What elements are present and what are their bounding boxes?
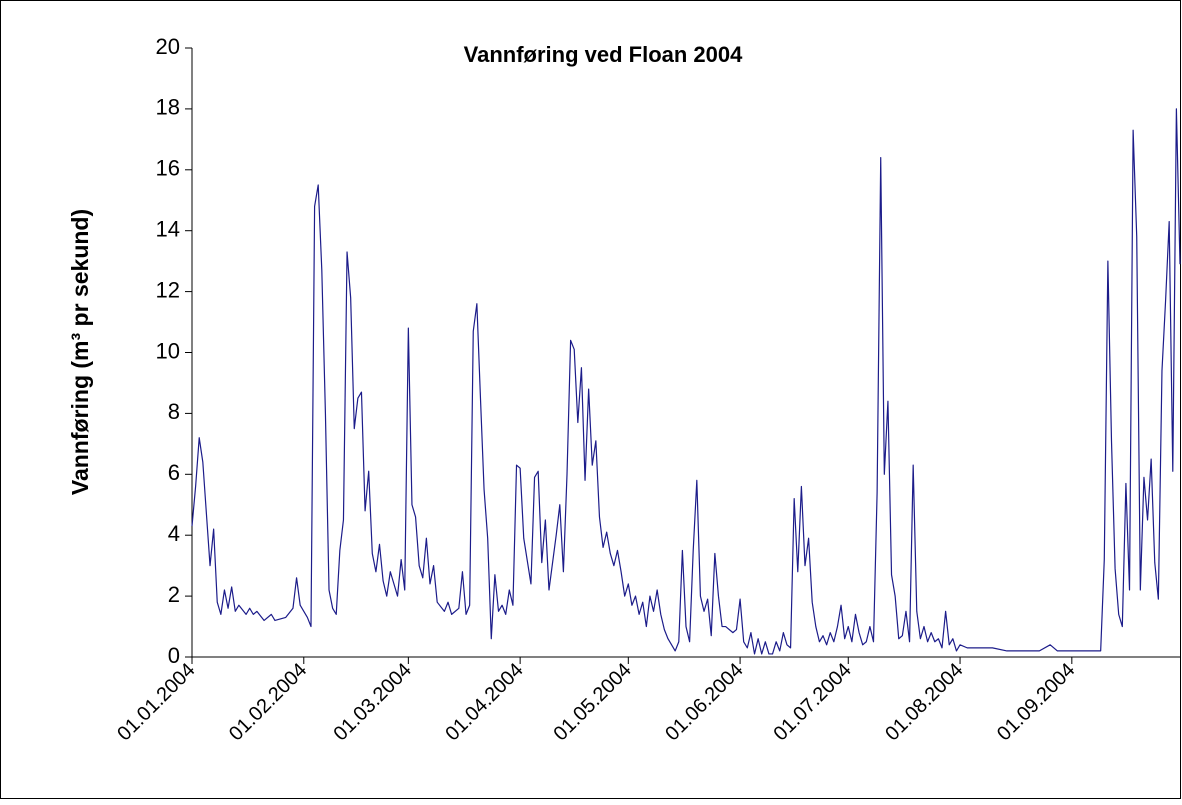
y-tick-label: 2 <box>168 582 180 607</box>
y-tick-label: 10 <box>156 338 180 363</box>
y-tick-label: 8 <box>168 399 180 424</box>
y-tick-label: 18 <box>156 95 180 120</box>
y-tick-label: 0 <box>168 643 180 668</box>
y-tick-label: 16 <box>156 156 180 181</box>
data-line <box>191 108 1181 655</box>
y-tick-label: 20 <box>156 34 180 59</box>
y-tick-label: 6 <box>168 460 180 485</box>
y-axis-label: Vannføring (m³ pr sekund) <box>67 209 93 495</box>
y-tick-label: 4 <box>168 521 180 546</box>
y-tick-label: 12 <box>156 277 180 302</box>
chart-title: Vannføring ved Floan 2004 <box>464 42 744 67</box>
y-tick-label: 14 <box>156 217 180 242</box>
